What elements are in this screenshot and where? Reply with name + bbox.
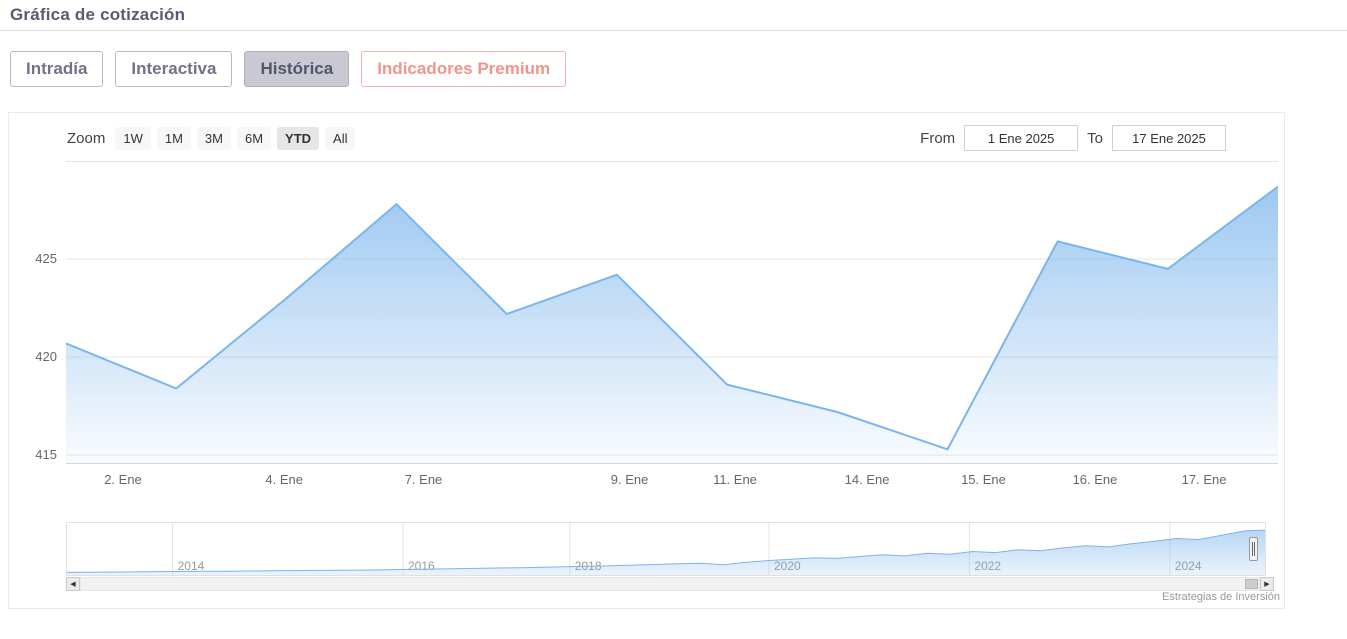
left-arrow-icon: ◀	[70, 580, 76, 588]
chart-credit: Estrategias de Inversión	[1161, 591, 1280, 603]
svg-text:2014: 2014	[178, 559, 205, 573]
svg-text:415: 415	[35, 447, 57, 462]
from-label: From	[920, 129, 956, 147]
zoom-label: Zoom	[67, 129, 106, 147]
tab-interactiva[interactable]: Interactiva	[115, 51, 233, 87]
svg-text:16. Ene: 16. Ene	[1073, 472, 1118, 487]
svg-text:420: 420	[35, 349, 57, 364]
svg-text:15. Ene: 15. Ene	[961, 472, 1006, 487]
tab-indicadores-premium[interactable]: Indicadores Premium	[361, 51, 567, 87]
svg-text:7. Ene: 7. Ene	[405, 472, 443, 487]
price-area-chart[interactable]: 415 420 425 2. Ene 4. Ene 7. Ene 9. Ene 11. Ene…	[21, 161, 1278, 495]
page-header: Gráfica de cotización	[0, 0, 1347, 31]
scrollbar-track[interactable]	[80, 577, 1260, 591]
navigator-handle[interactable]	[1249, 537, 1258, 561]
zoom-button-1w[interactable]: 1W	[115, 126, 151, 150]
svg-text:425: 425	[35, 251, 57, 266]
zoom-button-6m[interactable]: 6M	[236, 126, 272, 150]
tab-intradia[interactable]: Intradía	[10, 51, 104, 87]
svg-text:11. Ene: 11. Ene	[713, 472, 757, 487]
svg-text:14. Ene: 14. Ene	[845, 472, 890, 487]
zoom-button-all[interactable]: All	[325, 126, 356, 150]
svg-text:9. Ene: 9. Ene	[611, 472, 649, 487]
chart-toolbar: Zoom 1W 1M 3M 6M YTD All From To	[9, 122, 1284, 154]
tab-historica[interactable]: Histórica	[244, 51, 350, 87]
zoom-button-3m[interactable]: 3M	[196, 126, 231, 150]
scrollbar-thumb[interactable]	[1245, 579, 1258, 589]
scrollbar-right-arrow[interactable]: ▶	[1260, 577, 1274, 591]
zoom-button-ytd[interactable]: YTD	[277, 126, 320, 150]
to-label: To	[1087, 129, 1103, 147]
date-range-inputs: From To	[920, 125, 1226, 151]
right-arrow-icon: ▶	[1264, 580, 1270, 588]
from-date-input[interactable]	[964, 125, 1079, 151]
stock-chart-widget: Zoom 1W 1M 3M 6M YTD All From To	[8, 112, 1285, 609]
scrollbar-left-arrow[interactable]: ◀	[66, 577, 80, 591]
zoom-button-1m[interactable]: 1M	[156, 126, 191, 150]
svg-text:4. Ene: 4. Ene	[265, 472, 303, 487]
svg-text:2. Ene: 2. Ene	[104, 472, 142, 487]
svg-text:17. Ene: 17. Ene	[1182, 472, 1227, 487]
page-title: Gráfica de cotización	[10, 5, 186, 24]
zoom-range-selector: Zoom 1W 1M 3M 6M YTD All	[67, 126, 356, 150]
history-navigator-chart[interactable]: 201420162018202020222024	[66, 522, 1266, 576]
chart-view-tabs: Intradía Interactiva Histórica Indicador…	[10, 51, 567, 87]
to-date-input[interactable]	[1112, 125, 1226, 151]
